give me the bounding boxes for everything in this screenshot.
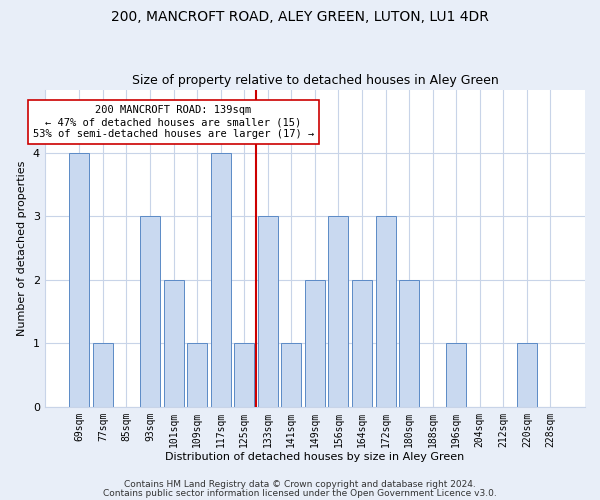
Bar [140, 216, 160, 407]
Bar [164, 280, 184, 407]
Bar [376, 216, 395, 407]
Y-axis label: Number of detached properties: Number of detached properties [17, 160, 27, 336]
Bar [399, 280, 419, 407]
Bar [352, 280, 372, 407]
Bar [281, 344, 301, 407]
Text: Contains HM Land Registry data © Crown copyright and database right 2024.: Contains HM Land Registry data © Crown c… [124, 480, 476, 489]
Bar [446, 344, 466, 407]
Bar [328, 216, 349, 407]
Bar [70, 153, 89, 407]
Text: 200 MANCROFT ROAD: 139sqm
← 47% of detached houses are smaller (15)
53% of semi-: 200 MANCROFT ROAD: 139sqm ← 47% of detac… [33, 106, 314, 138]
Bar [517, 344, 537, 407]
Bar [211, 153, 230, 407]
Bar [258, 216, 278, 407]
Bar [93, 344, 113, 407]
Title: Size of property relative to detached houses in Aley Green: Size of property relative to detached ho… [131, 74, 498, 87]
Text: 200, MANCROFT ROAD, ALEY GREEN, LUTON, LU1 4DR: 200, MANCROFT ROAD, ALEY GREEN, LUTON, L… [111, 10, 489, 24]
Bar [305, 280, 325, 407]
Text: Contains public sector information licensed under the Open Government Licence v3: Contains public sector information licen… [103, 488, 497, 498]
Bar [234, 344, 254, 407]
X-axis label: Distribution of detached houses by size in Aley Green: Distribution of detached houses by size … [165, 452, 464, 462]
Bar [187, 344, 207, 407]
